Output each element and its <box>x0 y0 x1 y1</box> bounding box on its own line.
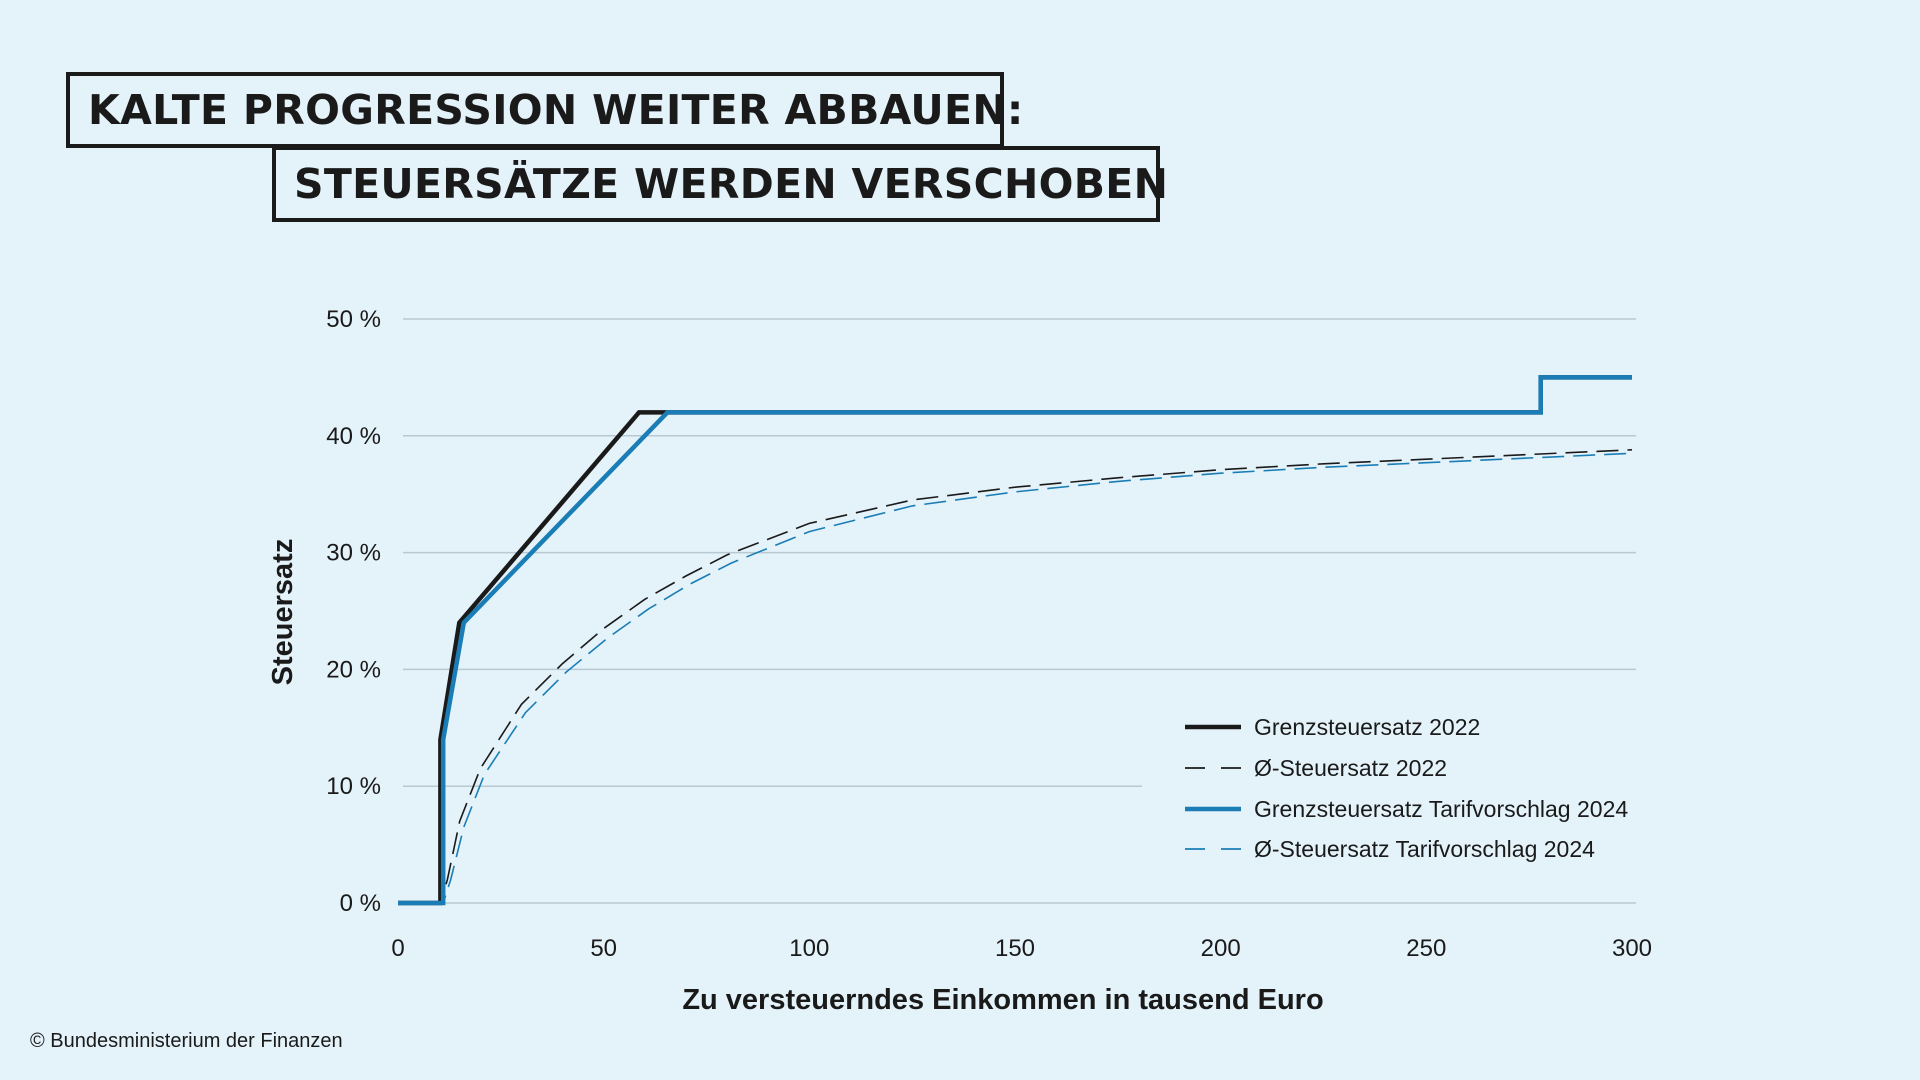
y-tick-label: 40 % <box>326 423 381 450</box>
legend-label: Ø-Steuersatz 2022 <box>1254 755 1447 781</box>
series-line-1 <box>398 449 1633 904</box>
y-tick-label: 30 % <box>326 540 381 567</box>
y-tick-label: 20 % <box>326 656 381 683</box>
x-axis-label: Zu versteuerndes Einkommen in tausend Eu… <box>682 984 1323 1016</box>
x-tick-label: 100 <box>789 935 829 962</box>
legend: Grenzsteuersatz 2022 Ø-Steuersatz 2022 Gre… <box>1185 714 1628 862</box>
x-tick-label: 0 <box>391 935 404 962</box>
series-line-0 <box>398 375 1632 906</box>
legend-label: Grenzsteuersatz Tarifvorschlag 2024 <box>1254 796 1628 822</box>
grid-lines <box>403 318 1636 904</box>
series-line-2 <box>398 375 1632 906</box>
series-line-3 <box>398 452 1633 904</box>
y-tick-label: 0 % <box>340 890 381 917</box>
x-tick-label: 200 <box>1201 935 1241 962</box>
y-tick-label: 10 % <box>326 773 381 800</box>
series-lines <box>398 375 1633 906</box>
legend-label: Grenzsteuersatz 2022 <box>1254 714 1480 740</box>
x-tick-label: 50 <box>590 935 617 962</box>
title-line-1: KALTE PROGRESSION WEITER ABBAUEN: <box>66 72 1023 148</box>
title-line-2: STEUERSÄTZE WERDEN VERSCHOBEN <box>272 146 1168 222</box>
x-axis-ticks: 0 50 100 150 200 250 300 <box>391 935 1652 962</box>
legend-label: Ø-Steuersatz Tarifvorschlag 2024 <box>1254 836 1595 862</box>
x-tick-label: 150 <box>995 935 1035 962</box>
y-tick-label: 50 % <box>326 306 381 333</box>
y-axis-ticks: 0 % 10 % 20 % 30 % 40 % 50 % <box>326 306 381 917</box>
y-axis-label: Steuersatz <box>267 539 299 686</box>
x-tick-label: 250 <box>1406 935 1446 962</box>
x-tick-label: 300 <box>1612 935 1652 962</box>
copyright-credit: © Bundesministerium der Finanzen <box>30 1030 343 1052</box>
